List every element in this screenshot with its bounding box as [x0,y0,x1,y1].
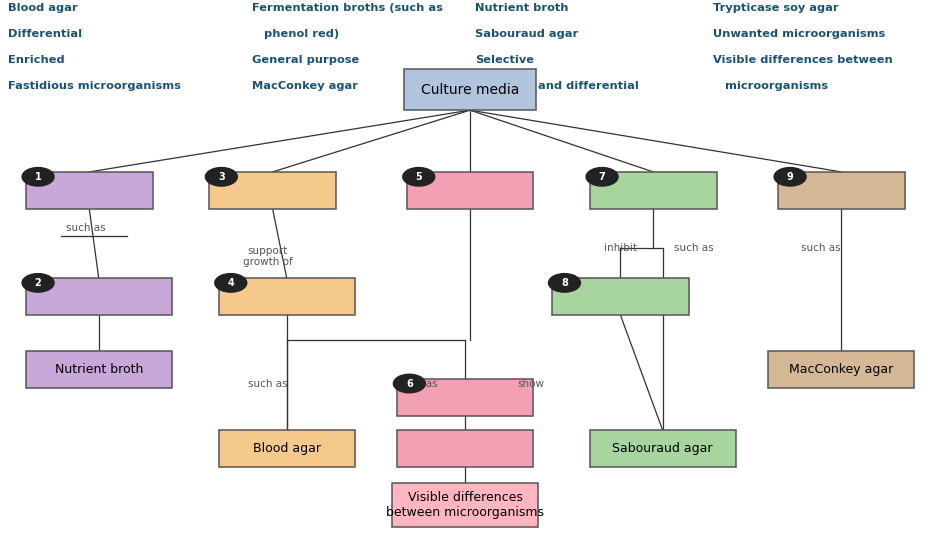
Circle shape [587,168,619,186]
Text: Nutrient broth: Nutrient broth [475,3,568,13]
FancyBboxPatch shape [218,430,354,467]
Text: Selective and differential: Selective and differential [475,81,638,91]
Text: 2: 2 [35,278,41,288]
Text: Sabouraud agar: Sabouraud agar [613,442,713,455]
Circle shape [205,168,237,186]
FancyBboxPatch shape [218,278,354,315]
Text: Differential: Differential [8,29,82,39]
Text: 6: 6 [406,379,413,388]
FancyBboxPatch shape [393,483,538,527]
Text: Enriched: Enriched [8,55,64,65]
Text: Fastidious microorganisms: Fastidious microorganisms [8,81,180,91]
Text: microorganisms: microorganisms [713,81,827,91]
FancyBboxPatch shape [590,430,735,467]
FancyBboxPatch shape [404,70,536,110]
Text: such as: such as [248,379,288,388]
Text: MacConkey agar: MacConkey agar [252,81,358,91]
Text: show: show [518,379,544,388]
Text: 5: 5 [415,172,422,182]
Text: Fermentation broths (such as: Fermentation broths (such as [252,3,443,13]
Text: Unwanted microorganisms: Unwanted microorganisms [713,29,885,39]
FancyBboxPatch shape [590,172,717,209]
Text: Selective: Selective [475,55,534,65]
Text: Culture media: Culture media [421,83,519,97]
Circle shape [402,168,434,186]
FancyBboxPatch shape [769,351,914,388]
FancyBboxPatch shape [25,172,152,209]
Text: such as: such as [801,243,840,252]
Text: 4: 4 [227,278,234,288]
Text: such as: such as [674,243,713,252]
Circle shape [215,274,246,292]
FancyBboxPatch shape [25,278,171,315]
Text: phenol red): phenol red) [252,29,339,39]
Circle shape [549,274,581,292]
Circle shape [22,168,54,186]
Text: 7: 7 [599,172,605,182]
Text: Blood agar: Blood agar [253,442,321,455]
Text: inhibit: inhibit [603,243,637,252]
Text: Blood agar: Blood agar [8,3,77,13]
Circle shape [775,168,807,186]
Text: such as: such as [66,223,105,233]
Text: Visible differences
between microorganisms: Visible differences between microorganis… [386,491,544,519]
Text: 9: 9 [787,172,793,182]
Text: such as: such as [399,379,438,388]
Text: Sabouraud agar: Sabouraud agar [475,29,578,39]
Text: support
growth of: support growth of [243,246,292,268]
Text: 1: 1 [35,172,41,182]
Text: Trypticase soy agar: Trypticase soy agar [713,3,838,13]
Text: Visible differences between: Visible differences between [713,55,892,65]
Text: 8: 8 [561,278,568,288]
Text: MacConkey agar: MacConkey agar [790,363,893,376]
Text: General purpose: General purpose [252,55,359,65]
FancyBboxPatch shape [25,351,171,388]
Text: 3: 3 [218,172,225,182]
FancyBboxPatch shape [553,278,688,315]
Circle shape [22,274,54,292]
FancyBboxPatch shape [209,172,337,209]
FancyBboxPatch shape [397,430,534,467]
FancyBboxPatch shape [406,172,534,209]
Circle shape [393,374,425,393]
Text: Nutrient broth: Nutrient broth [55,363,143,376]
FancyBboxPatch shape [397,379,534,416]
FancyBboxPatch shape [778,172,904,209]
